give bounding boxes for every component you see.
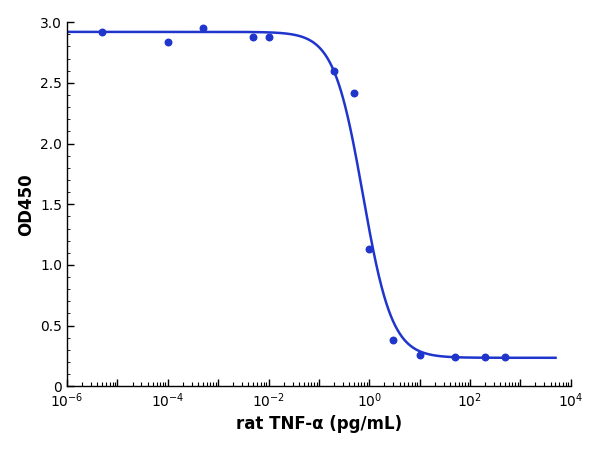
Point — [480, 354, 490, 361]
Point — [248, 33, 258, 40]
Point — [450, 354, 460, 361]
Point — [329, 67, 339, 74]
Point — [349, 89, 359, 96]
Y-axis label: OD450: OD450 — [17, 173, 35, 235]
Point — [163, 38, 173, 45]
Point — [198, 25, 208, 32]
Point — [415, 351, 424, 358]
Point — [97, 28, 107, 36]
Point — [364, 246, 374, 253]
Point — [388, 337, 398, 344]
Point — [264, 33, 274, 40]
X-axis label: rat TNF-α (pg/mL): rat TNF-α (pg/mL) — [236, 415, 402, 433]
Point — [500, 354, 510, 361]
